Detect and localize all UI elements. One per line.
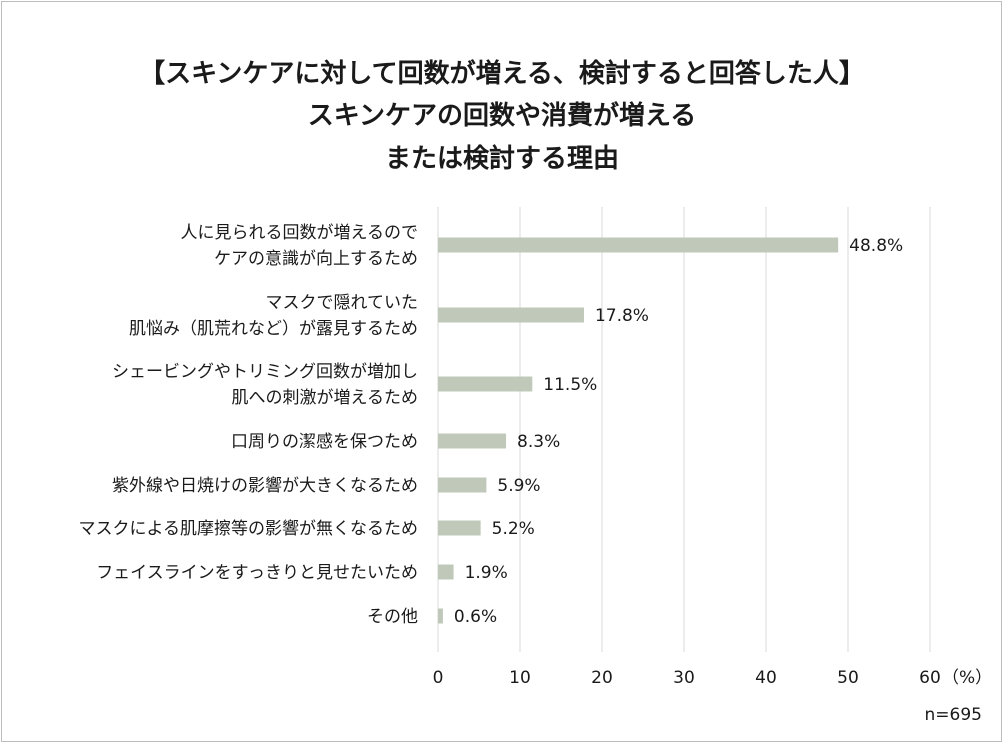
bar-2: [438, 307, 584, 323]
x-tick-label-30: 30: [673, 668, 695, 688]
bar-7: [438, 564, 454, 580]
sample-size-label: n=695: [925, 705, 982, 725]
value-label-8: 0.6%: [454, 607, 497, 627]
x-axis-tick-labels: 0 10 20 30 40 50 60: [433, 668, 941, 688]
category-label-3-line-2: 肌への刺激が増えるため: [232, 388, 419, 408]
category-label-6-line-1: マスクによる肌摩擦等の影響が無くなるため: [79, 519, 419, 539]
value-label-3: 11.5%: [543, 375, 597, 395]
chart-title: 【スキンケアに対して回数が増える、検討すると回答した人】スキンケアの回数や消費が…: [139, 58, 865, 174]
bar-6: [438, 520, 481, 536]
chart-title-line-2: スキンケアの回数や消費が増える: [308, 100, 696, 131]
x-tick-label-40: 40: [755, 668, 777, 688]
bar-4: [438, 433, 507, 449]
bar-8: [438, 608, 443, 624]
x-tick-label-10: 10: [509, 668, 531, 688]
value-labels: 48.8% 17.8% 11.5% 8.3% 5.9% 5.2% 1.9% 0.6%: [454, 236, 903, 627]
category-label-8-line-1: その他: [367, 607, 418, 627]
value-label-5: 5.9%: [497, 476, 540, 496]
bar-3: [438, 376, 533, 392]
x-tick-label-0: 0: [433, 668, 444, 688]
category-label-2-line-2: 肌悩み（肌荒れなど）が露見するため: [129, 319, 418, 339]
category-label-3-line-1: シェービングやトリミング回数が増加し: [112, 362, 418, 382]
bar-5: [438, 477, 487, 493]
category-labels: 人に見られる回数が増えるのでケアの意識が向上するためマスクで隠れていた肌悩み（肌…: [79, 223, 419, 627]
x-tick-label-50: 50: [837, 668, 859, 688]
chart-title-line-3: または検討する理由: [385, 143, 619, 174]
category-label-4-line-1: 口周りの潔感を保つため: [231, 432, 418, 452]
value-label-7: 1.9%: [465, 563, 508, 583]
category-label-1-line-2: ケアの意識が向上するため: [214, 249, 418, 269]
category-label-7-line-1: フェイスラインをすっきりと見せたいため: [96, 563, 418, 583]
value-label-1: 48.8%: [849, 236, 903, 256]
chart-title-line-1: 【スキンケアに対して回数が増える、検討すると回答した人】: [139, 58, 865, 89]
x-tick-label-20: 20: [591, 668, 613, 688]
value-label-6: 5.2%: [492, 519, 535, 539]
grid-lines: [437, 207, 931, 652]
x-axis-unit-label: （%）: [942, 668, 992, 688]
value-label-4: 8.3%: [517, 432, 560, 452]
x-tick-label-60: 60: [919, 668, 941, 688]
bars: [438, 237, 839, 624]
bar-1: [438, 237, 839, 253]
value-label-2: 17.8%: [595, 306, 649, 326]
category-label-1-line-1: 人に見られる回数が増えるので: [181, 223, 419, 243]
category-label-2-line-1: マスクで隠れていた: [266, 293, 419, 313]
category-label-5-line-1: 紫外線や日焼けの影響が大きくなるため: [112, 476, 418, 496]
